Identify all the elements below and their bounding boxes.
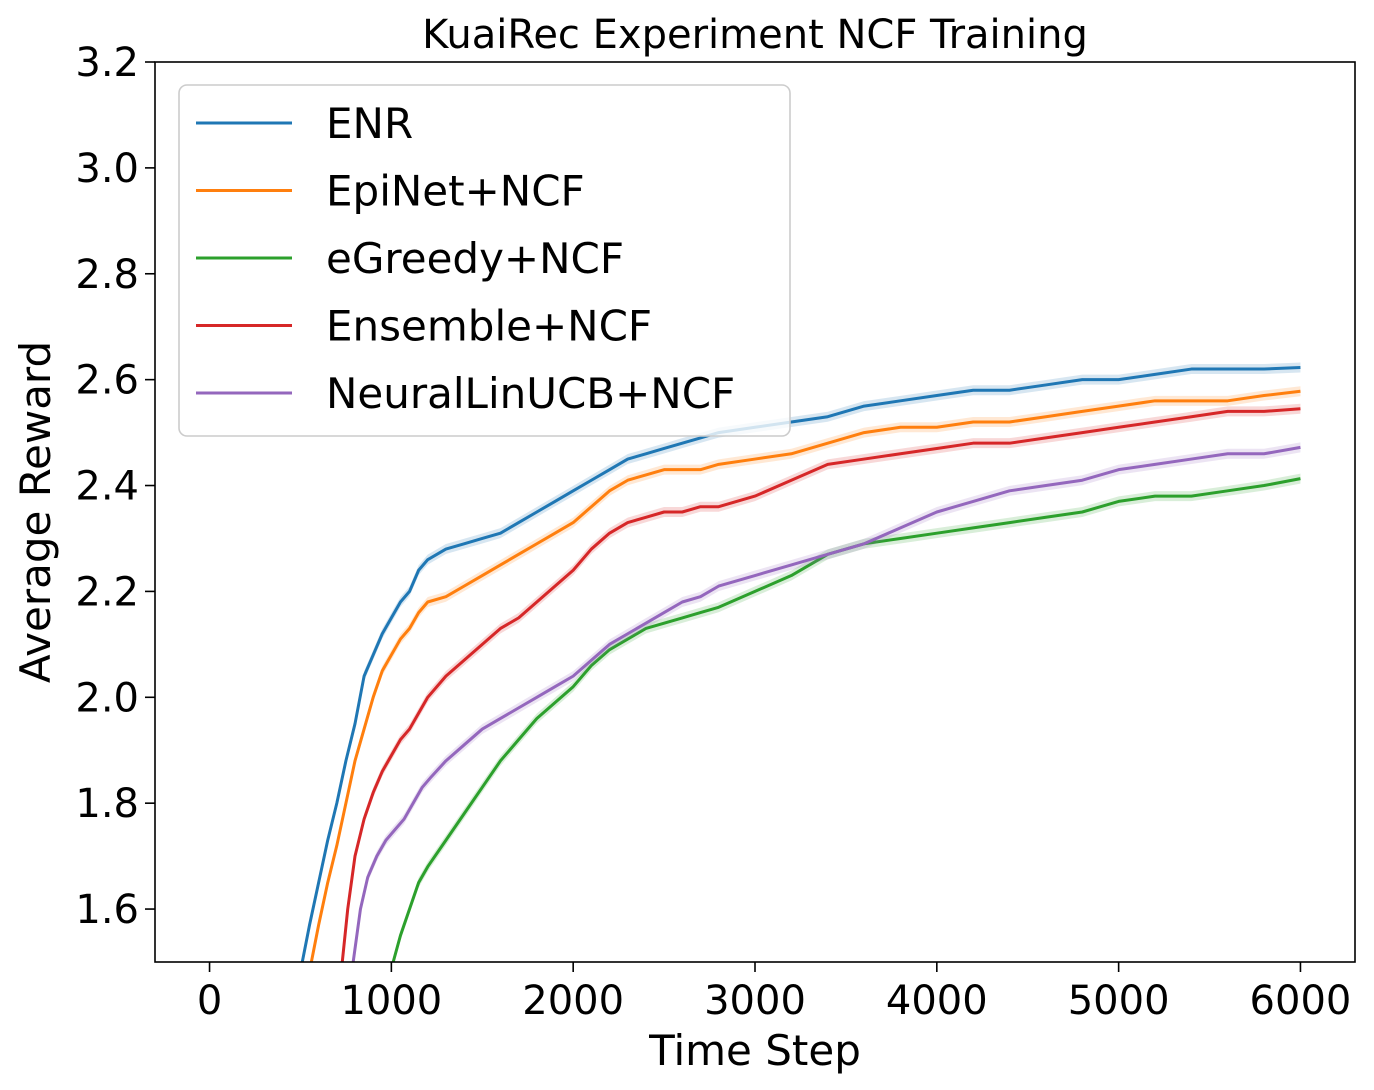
y-tick-label: 2.6 — [75, 358, 139, 404]
y-tick-label: 3.2 — [75, 40, 139, 86]
y-tick-label: 2.4 — [75, 464, 139, 510]
legend-label-neurallinucb-ncf: NeuralLinUCB+NCF — [326, 369, 735, 418]
y-tick-label: 2.0 — [75, 675, 139, 721]
legend-box — [178, 84, 791, 437]
y-axis: 1.6 1.8 2.0 2.2 2.4 2.6 2.8 3.0 3.2 — [75, 40, 155, 933]
series-layer — [300, 362, 1301, 962]
chart-title: KuaiRec Experiment NCF Training — [422, 12, 1088, 58]
x-tick-label: 3000 — [704, 978, 806, 1024]
x-tick-label: 4000 — [886, 978, 988, 1024]
y-axis-label: Average Reward — [11, 341, 60, 683]
y-tick-label: 2.2 — [75, 569, 139, 615]
x-tick-label: 2000 — [522, 978, 624, 1024]
legend-label-enr: ENR — [326, 99, 413, 148]
y-tick-label: 3.0 — [75, 146, 139, 192]
legend-label-egreedy-ncf: eGreedy+NCF — [326, 234, 624, 283]
x-tick-label: 5000 — [1068, 978, 1170, 1024]
legend: ENR EpiNet+NCF eGreedy+NCF Ensemble+NCF Neur… — [178, 84, 791, 437]
y-tick-label: 2.8 — [75, 252, 139, 298]
x-axis: 0 1000 2000 3000 4000 5000 6000 — [197, 962, 1352, 1024]
y-tick-label: 1.6 — [75, 887, 139, 933]
legend-label-ensemble-ncf: Ensemble+NCF — [326, 302, 652, 351]
x-tick-label: 1000 — [340, 978, 442, 1024]
x-tick-label: 0 — [197, 978, 222, 1024]
y-tick-label: 1.8 — [75, 781, 139, 827]
series-line-epinet-ncf — [309, 389, 1301, 962]
legend-label-epinet-ncf: EpiNet+NCF — [326, 167, 585, 216]
series-line-neurallinucb-ncf — [351, 445, 1301, 962]
x-axis-label: Time Step — [648, 1026, 861, 1075]
x-tick-label: 6000 — [1250, 978, 1352, 1024]
